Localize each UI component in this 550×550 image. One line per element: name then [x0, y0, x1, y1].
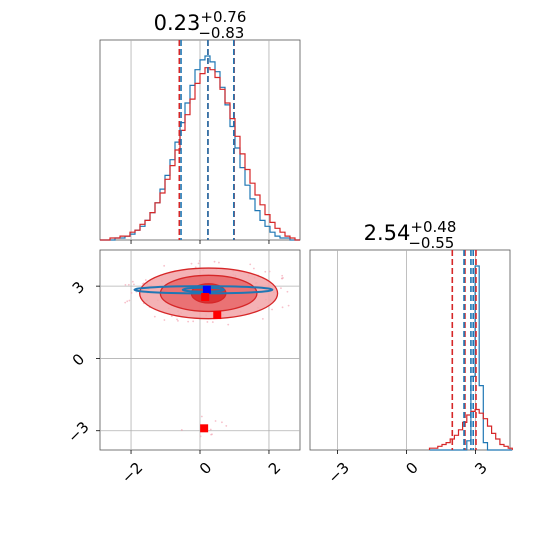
title-median: 2.54	[364, 221, 411, 245]
scatter-point	[249, 263, 252, 266]
scatter-point	[192, 320, 195, 323]
scatter-point	[180, 429, 183, 431]
scatter-point	[144, 279, 147, 281]
scatter-point	[199, 435, 202, 438]
scatter-point	[281, 306, 284, 309]
x-tick-label: 0	[402, 459, 421, 478]
scatter-point	[130, 292, 133, 294]
scatter-point	[177, 319, 179, 322]
title-median: 0.23	[154, 11, 201, 35]
scatter-point	[281, 274, 284, 277]
marker-square	[213, 311, 222, 320]
scatter-point	[198, 259, 201, 262]
histogram-series-a	[428, 408, 513, 450]
histogram-panel-param-2: −3 0 3 2.54+0.48 −0.55	[309, 218, 513, 487]
scatter-point	[124, 283, 127, 286]
title-upper-error: +0.48	[410, 218, 456, 236]
scatter-point	[127, 283, 130, 286]
scatter-point	[133, 283, 135, 286]
panel-title-param-1: 0.23+0.76 −0.83	[154, 8, 247, 42]
histogram-panel-param-1: 0.23+0.76 −0.83	[99, 8, 301, 244]
scatter-point	[261, 317, 264, 320]
scatter-point	[187, 320, 190, 323]
scatter-point	[176, 318, 178, 321]
scatter-point	[194, 266, 197, 269]
scatter-point	[209, 428, 212, 431]
scatter-point	[280, 287, 282, 290]
scatter-point	[126, 300, 129, 303]
scatter-point	[190, 262, 193, 265]
scatter-point	[206, 321, 209, 323]
scatter-point	[153, 315, 156, 318]
histogram-series-a	[100, 67, 300, 241]
scatter-point	[163, 319, 166, 321]
contour-panel: −2 0 2 −3 0 3	[64, 249, 301, 487]
x-tick-label: 2	[265, 459, 284, 478]
histogram-series-b	[429, 265, 513, 451]
title-lower-error: −0.55	[408, 234, 454, 252]
scatter-point	[281, 277, 284, 280]
scatter-point	[264, 270, 267, 273]
x-tick-label: −3	[325, 459, 353, 487]
scatter-point	[131, 280, 134, 283]
scatter-point	[221, 421, 223, 424]
scatter-point	[268, 270, 271, 273]
marker-square	[201, 292, 210, 301]
scatter-point	[197, 262, 200, 265]
x-tick-label: 0	[196, 459, 215, 478]
scatter-point	[225, 425, 228, 427]
y-tick-label: 3	[69, 278, 88, 297]
scatter-point	[211, 433, 213, 436]
scatter-point	[271, 308, 273, 311]
x-tick-label: −2	[118, 459, 146, 487]
panel-title-param-2: 2.54+0.48 −0.55	[364, 218, 457, 252]
scatter-point	[200, 415, 203, 418]
scatter-point	[211, 321, 214, 323]
y-tick-label: −3	[64, 418, 92, 446]
scatter-point	[252, 267, 255, 270]
scatter-point	[128, 299, 131, 302]
scatter-point	[124, 301, 127, 304]
scatter-point	[286, 290, 289, 293]
x-tick-label: 3	[471, 459, 490, 478]
scatter-point	[163, 264, 166, 267]
y-tick-label: 0	[69, 350, 88, 369]
scatter-point	[170, 315, 173, 318]
scatter-point	[213, 260, 216, 263]
title-lower-error: −0.83	[198, 24, 244, 42]
marker-square	[202, 285, 211, 294]
panel-frame	[309, 249, 511, 451]
scatter-point	[214, 420, 217, 422]
title-upper-error: +0.76	[200, 8, 246, 26]
scatter-point	[287, 304, 290, 307]
scatter-point	[218, 261, 220, 264]
marker-square	[200, 424, 209, 433]
scatter-point	[227, 323, 230, 326]
